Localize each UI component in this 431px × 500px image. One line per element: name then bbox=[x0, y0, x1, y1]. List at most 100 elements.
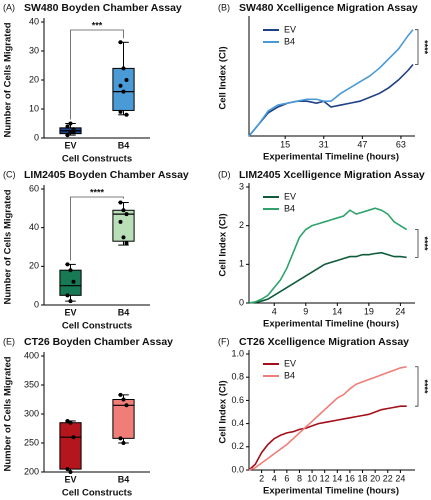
y-tick-label: 20 bbox=[29, 261, 39, 271]
box bbox=[112, 67, 135, 111]
data-point bbox=[71, 435, 76, 440]
data-point bbox=[124, 241, 129, 246]
y-tick-label: 0 bbox=[34, 299, 39, 309]
x-tick-label: 20 bbox=[370, 473, 380, 483]
panel-label: (E) bbox=[3, 336, 15, 346]
y-axis-label: Number of Cells Migrated bbox=[3, 22, 14, 137]
panel: (A) SW480 Boyden Chamber Assay Cell Constr… bbox=[3, 2, 182, 165]
y-tick-label: 1 bbox=[239, 259, 244, 269]
y-tick-label: 40 bbox=[29, 16, 39, 26]
significance-bracket bbox=[70, 196, 124, 261]
significance-bracket bbox=[415, 29, 419, 65]
data-point bbox=[121, 208, 126, 213]
panel-label: (C) bbox=[3, 169, 16, 179]
data-point bbox=[124, 78, 129, 82]
series-line bbox=[248, 207, 408, 304]
panel: (F) CT26 Xcelligence Migration Assay Exper… bbox=[218, 336, 430, 497]
x-tick-label: EV bbox=[64, 307, 76, 317]
y-tick-label: 30 bbox=[29, 45, 39, 55]
x-tick-label: B4 bbox=[118, 140, 130, 150]
data-point bbox=[118, 392, 123, 397]
data-point bbox=[124, 112, 129, 117]
legend-label: B4 bbox=[284, 370, 295, 380]
x-tick-label: 19 bbox=[364, 306, 374, 316]
data-point bbox=[65, 293, 70, 298]
data-point bbox=[68, 299, 73, 304]
y-tick-label: 0.8 bbox=[231, 372, 244, 382]
chart-title: LIM2405 Boyden Chamber Assay bbox=[24, 169, 189, 181]
data-point bbox=[68, 268, 73, 273]
x-tick-label: 10 bbox=[307, 473, 317, 483]
x-tick-label: 9 bbox=[303, 306, 308, 316]
x-axis-label: Cell Constructs bbox=[62, 488, 132, 499]
x-tick-label: 6 bbox=[284, 473, 289, 483]
chart-title: CT26 Xcelligence Migration Assay bbox=[239, 336, 409, 348]
panel-label: (A) bbox=[3, 2, 15, 12]
y-tick-label: 3 bbox=[239, 181, 244, 191]
data-point bbox=[65, 124, 70, 129]
data-point bbox=[118, 40, 123, 45]
y-tick-label: 0.0 bbox=[231, 464, 244, 474]
series-line bbox=[248, 405, 407, 471]
data-point bbox=[71, 279, 76, 284]
panel: (E) CT26 Boyden Chamber Assay Cell Constru… bbox=[3, 336, 174, 499]
y-tick-label: 0 bbox=[239, 297, 244, 307]
data-point bbox=[65, 418, 70, 423]
significance: **** bbox=[420, 40, 430, 55]
chart-title: CT26 Boyden Chamber Assay bbox=[24, 336, 173, 348]
x-tick-label: 4 bbox=[272, 473, 277, 483]
data-point bbox=[121, 397, 126, 402]
x-tick-label: 2 bbox=[259, 473, 264, 483]
series-line bbox=[248, 29, 414, 137]
data-point bbox=[68, 121, 73, 126]
x-tick-label: 47 bbox=[357, 139, 367, 149]
data-point bbox=[71, 127, 76, 132]
panel-label: (B) bbox=[218, 2, 230, 12]
legend-label: B4 bbox=[284, 36, 295, 46]
significance-bracket bbox=[415, 229, 419, 258]
x-tick-label: 16 bbox=[345, 473, 355, 483]
series-line bbox=[248, 63, 414, 137]
data-point bbox=[65, 133, 70, 138]
panel: (C) LIM2405 Boyden Chamber Assay Cell Cons… bbox=[3, 169, 189, 332]
y-tick-label: 40 bbox=[29, 222, 39, 232]
x-tick-label: 4 bbox=[272, 306, 277, 316]
y-tick-label: 20 bbox=[29, 74, 39, 84]
axis bbox=[248, 350, 415, 471]
x-tick-label: B4 bbox=[118, 307, 130, 317]
data-point bbox=[118, 83, 123, 88]
y-tick-label: 10 bbox=[29, 103, 39, 113]
chart-title: SW480 Xcelligence Migration Assay bbox=[239, 2, 418, 14]
data-point bbox=[121, 66, 126, 71]
box bbox=[59, 269, 82, 296]
panel-label: (D) bbox=[218, 169, 231, 179]
data-point bbox=[118, 436, 123, 441]
y-axis-label: Number of Cells Migrated bbox=[3, 189, 14, 304]
data-point bbox=[65, 262, 70, 267]
axis bbox=[248, 16, 415, 137]
y-tick-label: 60 bbox=[29, 183, 39, 193]
legend-label: EV bbox=[284, 24, 296, 34]
series-line bbox=[248, 251, 407, 304]
chart-title: LIM2405 Xcelligence Migration Assay bbox=[239, 169, 425, 181]
panel: (D) LIM2405 Xcelligence Migration Assay Ex… bbox=[218, 169, 430, 330]
y-axis-label: Cell Index (CI) bbox=[218, 213, 229, 276]
chart-title: SW480 Boyden Chamber Assay bbox=[24, 2, 182, 14]
data-point bbox=[124, 403, 129, 408]
y-axis-label: Number of Cells Migrated bbox=[3, 356, 14, 471]
y-axis-label: Cell Index (CI) bbox=[218, 380, 229, 443]
significance-bracket bbox=[70, 29, 124, 120]
significance: **** bbox=[90, 187, 105, 197]
data-point bbox=[118, 219, 123, 224]
panel-label: (F) bbox=[218, 336, 230, 346]
y-tick-label: 250 bbox=[24, 437, 39, 447]
y-axis-label: Cell Index (CI) bbox=[218, 46, 229, 109]
data-point bbox=[118, 109, 123, 114]
x-tick-label: 31 bbox=[319, 139, 329, 149]
data-point bbox=[71, 130, 76, 135]
x-tick-label: B4 bbox=[118, 474, 130, 484]
y-tick-label: 350 bbox=[24, 379, 39, 389]
box bbox=[59, 422, 82, 470]
y-tick-label: 1.0 bbox=[231, 348, 244, 358]
